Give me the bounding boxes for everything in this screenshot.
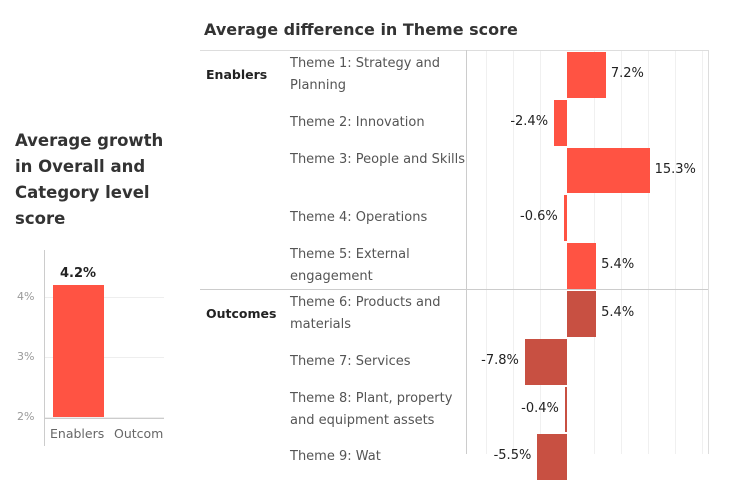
right-border [708,50,709,454]
group-divider [200,289,708,290]
gridline [540,51,541,454]
data-label: -7.8% [481,352,519,368]
bar [567,52,606,98]
data-label: 4.2% [60,266,97,281]
gridline [675,51,676,454]
row-label: Theme 2: Innovation [290,114,425,130]
data-label: -0.6% [520,209,558,225]
left-chart-title: Average growth in Overall and Category l… [15,131,164,228]
bar [567,291,597,337]
bar [567,243,597,289]
row-label: Theme 3: People and Skills [290,151,466,167]
data-label: 7.2% [610,65,644,81]
row-label: Theme 9: Wat [290,449,381,465]
bar [564,386,567,433]
bar [554,99,567,146]
group-label: Outcomes [206,306,277,321]
bar [537,434,567,480]
bar [567,147,650,194]
gridline [45,357,164,358]
gridline [45,417,164,418]
row-label: Theme 7: Services [290,353,411,369]
group-label: Enablers [206,67,268,82]
x-axis-line [45,418,164,419]
y-tick-label: 3% [17,350,35,363]
right-chart-title: Average difference in Theme score [204,20,518,39]
bar-enablers [53,285,104,417]
data-label: -5.5% [493,448,532,464]
row-label: Theme 8: Plant, property and equipment a… [290,390,453,428]
data-label: -2.4% [510,113,549,129]
theme-difference-chart: Enablers Theme 1: Strategy and Planning 7.… [200,50,709,480]
row-label: Theme 4: Operations [290,210,428,226]
row-label: Theme 6: Products and materials [290,295,441,332]
y-tick-label: 4% [17,290,35,303]
x-tick-label: Outcomes [114,426,164,441]
bar [563,195,567,242]
category-growth-chart: 2% 3% 4% 4.2% Enablers Outcomes [0,250,164,454]
bar [524,338,567,385]
header-line [200,50,708,51]
gridline [513,51,514,454]
column-divider [466,50,467,454]
gridline [648,51,649,454]
data-label: -0.4% [521,400,559,416]
data-label: 5.4% [601,304,635,320]
data-label: 15.3% [654,161,696,177]
x-tick-label: Enablers [50,426,105,441]
gridline [702,51,703,454]
row-label: Theme 1: Strategy and Planning [290,56,441,93]
row-label: Theme 5: External engagement [290,247,410,285]
y-axis-line [44,250,45,446]
gridline [486,51,487,454]
data-label: 5.4% [601,257,635,273]
gridline [621,51,622,454]
gridline [45,297,164,298]
y-tick-label: 2% [17,410,35,423]
